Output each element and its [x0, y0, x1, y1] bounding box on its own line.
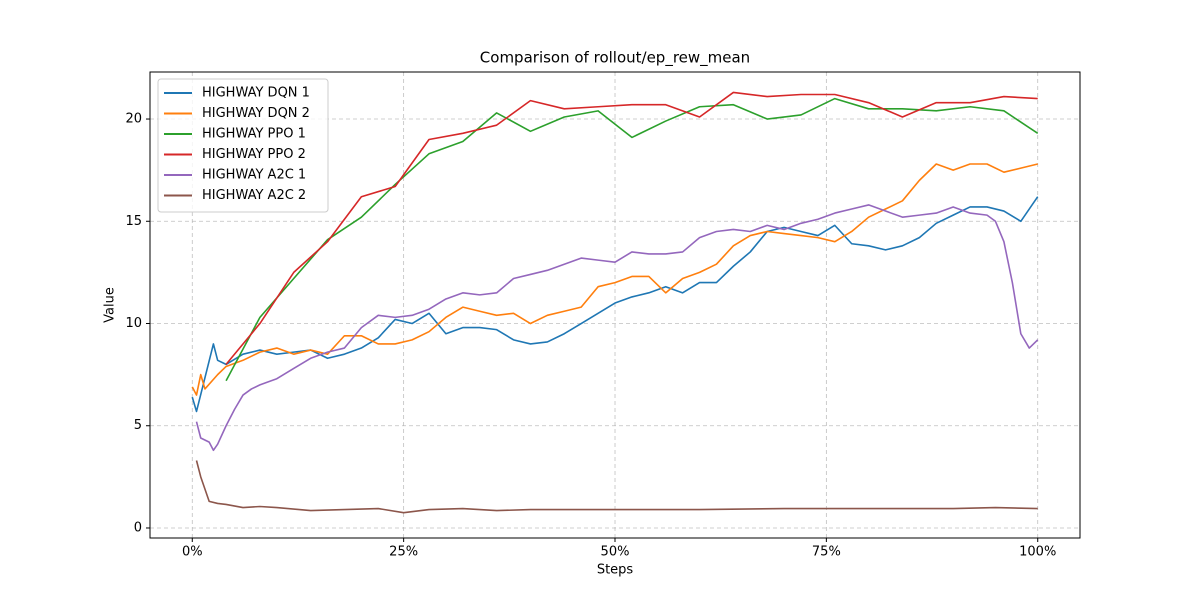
- y-tick-label: 0: [134, 520, 142, 535]
- series-line: [191, 163, 1038, 396]
- series-line: [195, 460, 1038, 514]
- y-axis-label: Value: [103, 287, 118, 323]
- y-tick-label: 20: [125, 112, 142, 127]
- chart-title: Comparison of rollout/ep_rew_mean: [480, 49, 750, 68]
- series-line: [225, 97, 1039, 382]
- legend-label: HIGHWAY DQN 1: [202, 86, 310, 101]
- x-tick-label: 25%: [389, 545, 418, 560]
- x-tick-label: 50%: [601, 545, 630, 560]
- x-tick-label: 75%: [812, 545, 841, 560]
- legend-label: HIGHWAY PPO 1: [202, 127, 306, 142]
- series-line: [225, 91, 1038, 365]
- plot-frame: [149, 71, 1081, 539]
- x-axis-label: Steps: [597, 563, 634, 578]
- legend-label: HIGHWAY A2C 2: [202, 188, 306, 203]
- legend-label: HIGHWAY PPO 2: [202, 147, 306, 162]
- y-tick-label: 15: [125, 214, 142, 229]
- x-tick-label: 100%: [1019, 545, 1056, 560]
- legend-box: [157, 78, 329, 213]
- series-line: [195, 204, 1039, 452]
- legend-label: HIGHWAY A2C 1: [202, 168, 306, 183]
- y-tick-label: 5: [134, 418, 142, 433]
- legend-label: HIGHWAY DQN 2: [202, 106, 310, 121]
- x-tick-label: 0%: [182, 545, 203, 560]
- y-tick-label: 10: [125, 316, 142, 331]
